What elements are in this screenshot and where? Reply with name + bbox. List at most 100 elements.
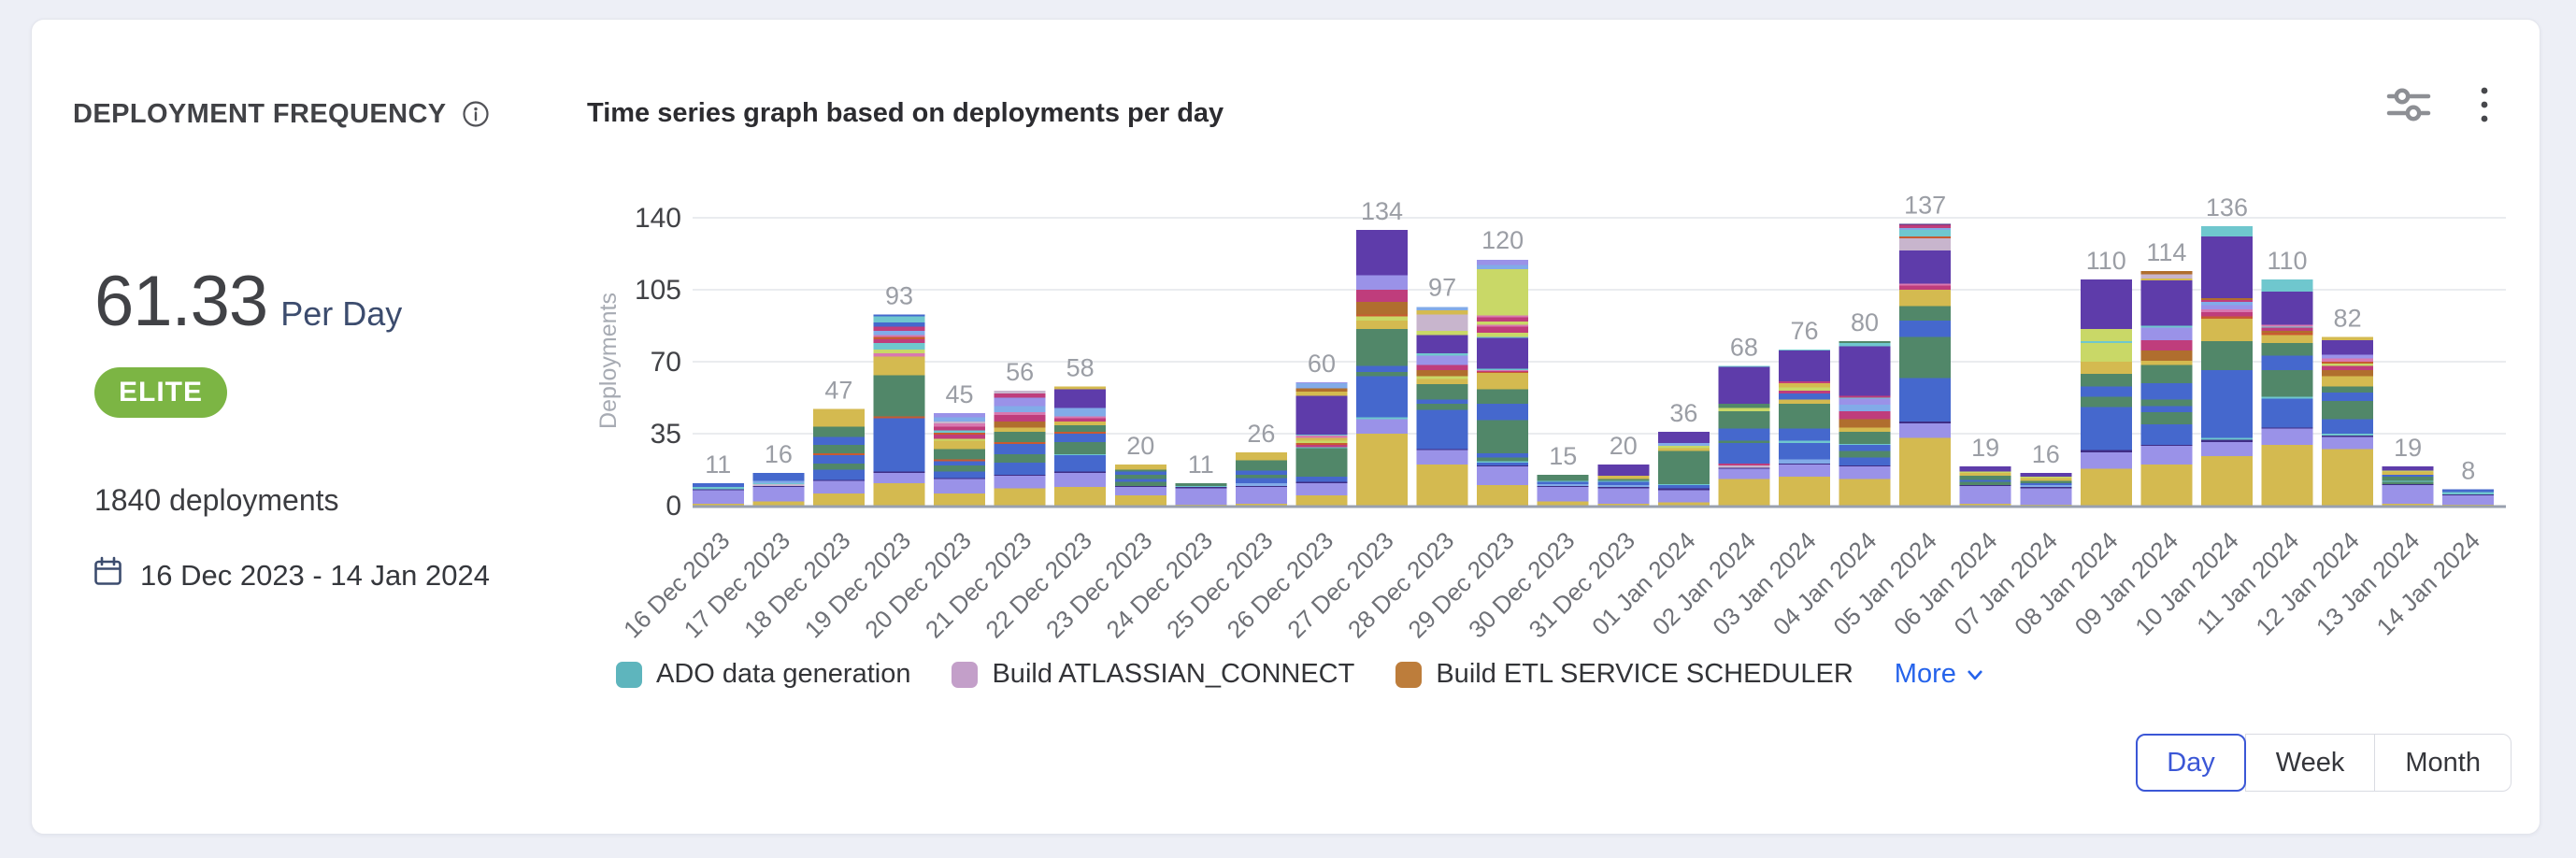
bar[interactable] — [1295, 382, 1348, 506]
bar-segment — [2020, 504, 2072, 506]
bar-value-label: 97 — [1428, 274, 1456, 302]
bar[interactable] — [2382, 466, 2434, 506]
bar-segment — [873, 471, 925, 473]
bar-segment — [1356, 290, 1409, 303]
bar[interactable] — [1597, 465, 1650, 506]
bar[interactable] — [1778, 349, 1830, 506]
bar[interactable] — [752, 472, 805, 506]
bar-segment — [2382, 481, 2434, 484]
legend-swatch — [952, 661, 979, 688]
bar-segment — [812, 408, 865, 427]
bar-segment — [1718, 365, 1770, 367]
bar[interactable] — [2261, 279, 2313, 506]
bar[interactable] — [1356, 230, 1409, 506]
bar[interactable] — [1477, 260, 1529, 506]
bar-value-label: 120 — [1481, 226, 1524, 254]
bar-segment — [994, 476, 1046, 489]
granularity-day-button[interactable]: Day — [2136, 734, 2246, 792]
bar-value-label: 82 — [2334, 305, 2362, 333]
bar[interactable] — [1959, 466, 2011, 506]
info-icon[interactable] — [458, 96, 494, 132]
bar-segment — [2200, 439, 2253, 442]
bar-segment — [752, 483, 805, 487]
bar-segment — [1416, 355, 1468, 365]
bar[interactable] — [812, 408, 865, 506]
bar-segment — [2020, 480, 2072, 483]
bar-segment — [1054, 472, 1107, 488]
bar-value-label: 16 — [765, 440, 793, 468]
bar-segment — [1356, 302, 1409, 315]
bar[interactable] — [2080, 279, 2132, 506]
bar-segment — [873, 416, 925, 419]
legend-item[interactable]: Build ETL SERVICE SCHEDULER — [1395, 659, 1853, 690]
bar-segment — [1718, 463, 1770, 466]
bar[interactable] — [1114, 465, 1166, 506]
bar-segment — [2382, 466, 2434, 471]
legend-item[interactable]: ADO data generation — [616, 659, 910, 690]
bar[interactable] — [2200, 225, 2253, 506]
bar-segment — [1718, 465, 1770, 468]
bar[interactable] — [1899, 223, 1952, 506]
bar-segment — [1718, 366, 1770, 405]
bar[interactable] — [1839, 341, 1891, 506]
kebab-menu-icon[interactable] — [2474, 81, 2495, 128]
bar-segment — [1477, 260, 1529, 265]
bar-segment — [1295, 481, 1348, 483]
bar-segment — [1416, 399, 1468, 405]
bar-segment — [1899, 285, 1952, 290]
bar-segment — [1054, 386, 1107, 390]
bar-segment — [1054, 431, 1107, 434]
chart-area: 0 35 70 105 140 Deployments 11 16 Dec 2023 16 17 … — [595, 174, 2525, 716]
bar-segment — [752, 486, 805, 488]
bar[interactable] — [1416, 307, 1468, 506]
bar-segment — [1839, 479, 1891, 506]
bar-segment — [1597, 487, 1650, 489]
bar[interactable] — [2442, 489, 2495, 506]
bar[interactable] — [873, 314, 925, 506]
bar-segment — [873, 335, 925, 337]
bar-segment — [1416, 404, 1468, 410]
bar-segment — [1054, 471, 1107, 473]
bar[interactable] — [1054, 386, 1107, 506]
bar-segment — [1778, 399, 1830, 405]
bar[interactable] — [1718, 365, 1770, 506]
bar[interactable] — [1235, 451, 1287, 506]
bar-segment — [1597, 465, 1650, 477]
bar-value-label: 20 — [1610, 432, 1638, 460]
bar-segment — [1356, 328, 1409, 366]
bar-segment — [934, 421, 986, 423]
bar[interactable] — [2020, 472, 2072, 506]
bar-segment — [2382, 471, 2434, 475]
bar-segment — [1356, 275, 1409, 290]
bar[interactable] — [1537, 475, 1589, 506]
bar-segment — [934, 440, 986, 450]
bar-segment — [1477, 389, 1529, 405]
bar-segment — [1235, 503, 1287, 506]
bar-segment — [934, 423, 986, 427]
tune-sliders-icon[interactable] — [2383, 82, 2435, 127]
bar[interactable] — [1657, 431, 1710, 506]
bar-segment — [1537, 475, 1589, 481]
legend-item[interactable]: Build ATLASSIAN_CONNECT — [952, 659, 1354, 690]
bar-segment — [1839, 431, 1891, 444]
bar[interactable] — [994, 390, 1046, 506]
legend-item-label: Build ETL SERVICE SCHEDULER — [1436, 659, 1853, 689]
bar[interactable] — [934, 413, 986, 506]
bar-segment — [2322, 369, 2374, 377]
bar-segment — [994, 421, 1046, 428]
bar-segment — [1537, 487, 1589, 502]
y-axis-label: Deployments — [599, 293, 622, 429]
bar[interactable] — [2322, 336, 2374, 506]
bar-value-label: 76 — [1790, 317, 1818, 345]
granularity-month-button[interactable]: Month — [2374, 734, 2512, 792]
bar-segment — [1054, 418, 1107, 422]
bar-segment — [2080, 279, 2132, 329]
bar-segment — [1356, 376, 1409, 418]
bar[interactable] — [1175, 482, 1227, 506]
legend-more-link[interactable]: More — [1895, 659, 1986, 690]
bar-segment — [1477, 317, 1529, 322]
bar-segment — [994, 462, 1046, 475]
bar[interactable] — [692, 482, 744, 506]
bar[interactable] — [2140, 271, 2193, 506]
granularity-week-button[interactable]: Week — [2244, 734, 2376, 792]
